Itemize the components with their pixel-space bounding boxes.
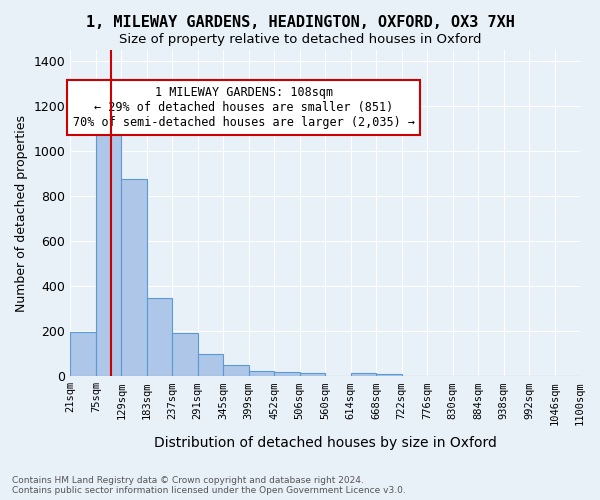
Bar [376, 374, 401, 376]
Bar [172, 333, 198, 376]
Bar [248, 372, 274, 376]
Bar [350, 374, 376, 376]
Bar [121, 180, 147, 376]
Bar [96, 122, 121, 376]
Bar [147, 298, 172, 376]
Bar [198, 354, 223, 376]
Y-axis label: Number of detached properties: Number of detached properties [15, 114, 28, 312]
Bar [70, 332, 96, 376]
Bar [274, 372, 299, 376]
X-axis label: Distribution of detached houses by size in Oxford: Distribution of detached houses by size … [154, 436, 497, 450]
Text: 1, MILEWAY GARDENS, HEADINGTON, OXFORD, OX3 7XH: 1, MILEWAY GARDENS, HEADINGTON, OXFORD, … [86, 15, 514, 30]
Bar [299, 373, 325, 376]
Text: 1 MILEWAY GARDENS: 108sqm
← 29% of detached houses are smaller (851)
70% of semi: 1 MILEWAY GARDENS: 108sqm ← 29% of detac… [73, 86, 415, 129]
Bar [223, 364, 248, 376]
Text: Size of property relative to detached houses in Oxford: Size of property relative to detached ho… [119, 32, 481, 46]
Text: Contains HM Land Registry data © Crown copyright and database right 2024.
Contai: Contains HM Land Registry data © Crown c… [12, 476, 406, 495]
